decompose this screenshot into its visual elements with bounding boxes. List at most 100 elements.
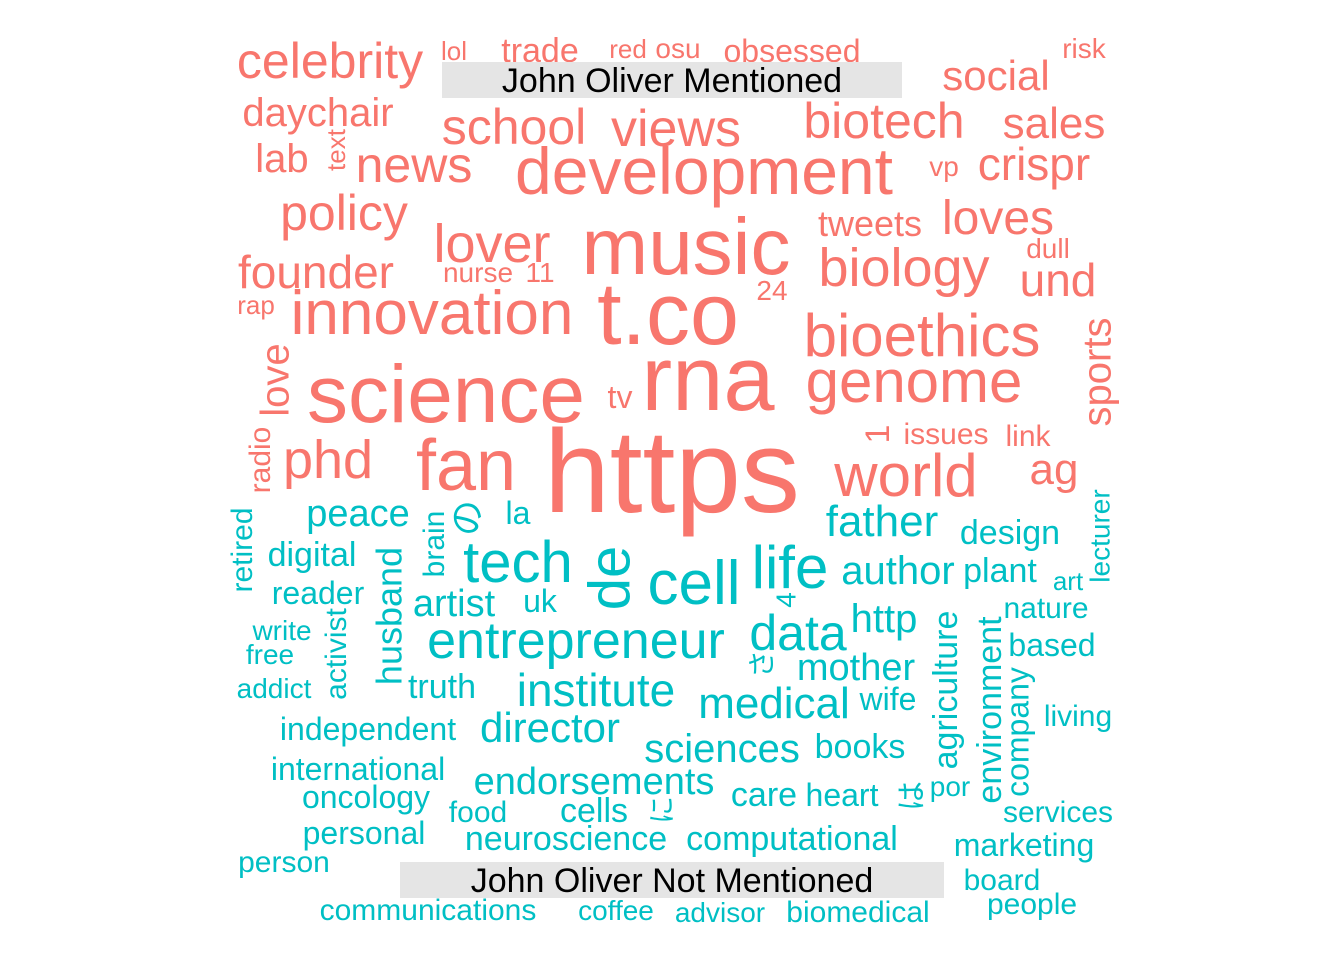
- word-truth: truth: [408, 668, 476, 706]
- word-biotech: biotech: [803, 93, 964, 149]
- word-digital: digital: [268, 536, 357, 574]
- word-uk: uk: [523, 583, 558, 619]
- word-risk: risk: [1062, 33, 1107, 64]
- word-link: link: [1005, 420, 1051, 453]
- word-11: 11: [525, 257, 554, 288]
- word-board: board: [964, 864, 1041, 897]
- word-free: free: [246, 639, 294, 670]
- word-institute: institute: [517, 664, 676, 716]
- word-bioethics: bioethics: [804, 302, 1041, 369]
- word-lover: lover: [433, 214, 550, 274]
- word-advisor: advisor: [675, 897, 765, 928]
- word-personal: personal: [303, 815, 426, 851]
- word-books: books: [815, 728, 906, 766]
- word-1: 1: [859, 425, 897, 444]
- word-love: love: [254, 343, 298, 416]
- word-computational: computational: [686, 820, 898, 858]
- word-entrepreneur: entrepreneur: [427, 612, 725, 670]
- word-u306b: に: [646, 796, 677, 824]
- word-school: school: [442, 99, 587, 155]
- word-design: design: [960, 514, 1060, 552]
- word-husband: husband: [369, 547, 410, 685]
- word-biomedical: biomedical: [786, 896, 929, 929]
- word-rna: rna: [642, 328, 776, 430]
- word-https: https: [544, 406, 800, 538]
- word-life: life: [752, 534, 829, 601]
- word-living: living: [1044, 700, 1112, 733]
- word-innovation: innovation: [291, 279, 574, 348]
- word-dull: dull: [1026, 233, 1070, 264]
- word-cells: cells: [560, 792, 628, 830]
- word-independent: independent: [280, 711, 456, 747]
- group-label-not-mentioned-background: [400, 862, 944, 898]
- word-neuroscience: neuroscience: [465, 820, 667, 858]
- word-sciences: sciences: [644, 727, 800, 771]
- word-4: 4: [770, 592, 801, 608]
- word-sales: sales: [1003, 99, 1106, 148]
- word-issues: issues: [903, 418, 988, 451]
- word-24: 24: [756, 275, 787, 306]
- word-tv: tv: [608, 379, 633, 415]
- word-write: write: [251, 615, 311, 646]
- word-views: views: [611, 100, 741, 158]
- word-la: la: [506, 495, 531, 531]
- word-retired: retired: [226, 507, 259, 592]
- word-world: world: [833, 442, 977, 509]
- word-osu: osu: [655, 33, 700, 64]
- word-international: international: [271, 751, 445, 787]
- word-director: director: [480, 704, 620, 751]
- word-crispr: crispr: [978, 138, 1090, 190]
- word-biology: biology: [818, 238, 989, 298]
- word-founder: founder: [238, 246, 394, 298]
- word-radio: radio: [244, 427, 277, 494]
- word-data: data: [749, 605, 847, 661]
- word-de: de: [577, 546, 642, 611]
- word-social: social: [942, 52, 1049, 99]
- word-services: services: [1003, 796, 1113, 829]
- word-food: food: [449, 796, 507, 829]
- word-rap: rap: [237, 290, 275, 320]
- word-tweets: tweets: [818, 203, 922, 244]
- word-tech: tech: [463, 530, 573, 595]
- word-person: person: [238, 846, 330, 879]
- word-vp: vp: [929, 151, 959, 182]
- word-celebrity: celebrity: [237, 33, 423, 89]
- word-genome: genome: [806, 348, 1023, 415]
- word-t-co: t.co: [597, 264, 739, 363]
- word-lecturer: lecturer: [1084, 489, 1115, 582]
- word-agriculture: agriculture: [927, 611, 965, 770]
- word-text: text: [321, 128, 351, 171]
- group-label-mentioned-text: John Oliver Mentioned: [502, 62, 842, 100]
- word-oncology: oncology: [302, 779, 430, 815]
- word-coffee: coffee: [578, 895, 654, 926]
- word-daychair: daychair: [242, 91, 393, 135]
- word-loves: loves: [942, 192, 1054, 245]
- word-communications: communications: [320, 894, 537, 927]
- word-reader: reader: [272, 575, 365, 611]
- word-lol: lol: [441, 36, 467, 66]
- word-sports: sports: [1076, 318, 1120, 427]
- word-u306f: は: [896, 781, 929, 811]
- word-http: http: [851, 597, 918, 641]
- word-music: music: [582, 202, 791, 291]
- word-und: und: [1020, 254, 1097, 306]
- group-label-not-mentioned: John Oliver Not Mentioned: [400, 862, 944, 900]
- word-phd: phd: [283, 430, 373, 490]
- word-based: based: [1008, 627, 1095, 663]
- word-people: people: [987, 888, 1077, 921]
- word-author: author: [841, 549, 954, 593]
- group-label-not-mentioned-text: John Oliver Not Mentioned: [471, 862, 874, 900]
- word-addict: addict: [237, 673, 312, 704]
- word-environment: environment: [971, 616, 1009, 804]
- group-label-mentioned: John Oliver Mentioned: [442, 62, 902, 100]
- word-father: father: [826, 497, 939, 546]
- word-ag: ag: [1030, 445, 1079, 494]
- word-plant: plant: [963, 552, 1037, 590]
- word-development: development: [515, 134, 893, 208]
- group-label-mentioned-background: [442, 62, 902, 98]
- word-news: news: [356, 137, 473, 193]
- word-red: red: [609, 34, 647, 64]
- words-not-mentioned-group: de cell life tech entrepreneur data father inst…: [226, 489, 1115, 929]
